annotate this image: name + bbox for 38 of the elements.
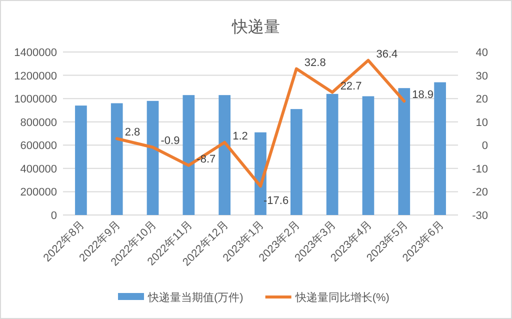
bar (146, 100, 159, 215)
bar (434, 82, 446, 215)
y-tick-label: 1400000 (14, 47, 57, 59)
bar (110, 103, 123, 215)
y-tick-label: 600000 (20, 140, 57, 152)
data-label: -0.9 (160, 135, 180, 148)
y-tick-label: 1000000 (14, 94, 57, 106)
chart-title: 快递量 (231, 18, 280, 36)
y2-tick-label: 30 (476, 70, 488, 82)
data-label: 36.4 (376, 48, 398, 60)
bar (362, 96, 374, 215)
y-tick-label: 200000 (20, 186, 57, 199)
y2-tick-label: -10 (472, 163, 488, 176)
data-label: 2.8 (124, 126, 140, 139)
bar (218, 95, 231, 215)
bar (398, 88, 410, 215)
y2-tick-label: 0 (482, 140, 488, 152)
y2-tick-label: -30 (472, 210, 488, 222)
legend-label: 快递量当期值(万件) (147, 291, 244, 304)
bar (182, 95, 195, 215)
data-label: 1.2 (232, 130, 248, 142)
y-tick-label: 400000 (20, 163, 57, 176)
bar (326, 94, 338, 215)
y2-tick-label: 20 (476, 94, 488, 106)
data-label: 18.9 (412, 89, 434, 102)
data-label: -8.7 (196, 153, 216, 166)
y2-tick-label: 40 (476, 47, 488, 59)
legend-label: 快递量同比增长(%) (294, 291, 390, 304)
y-tick-label: 1200000 (14, 70, 57, 82)
data-label: 32.8 (304, 56, 326, 69)
y2-tick-label: -20 (472, 186, 488, 199)
data-label: 22.7 (340, 80, 362, 92)
y2-tick-label: 10 (476, 116, 488, 129)
line-series (115, 58, 406, 188)
y-tick-label: 0 (50, 210, 57, 222)
bar (290, 109, 302, 215)
y-tick-label: 800000 (20, 116, 57, 129)
bar (75, 106, 87, 215)
